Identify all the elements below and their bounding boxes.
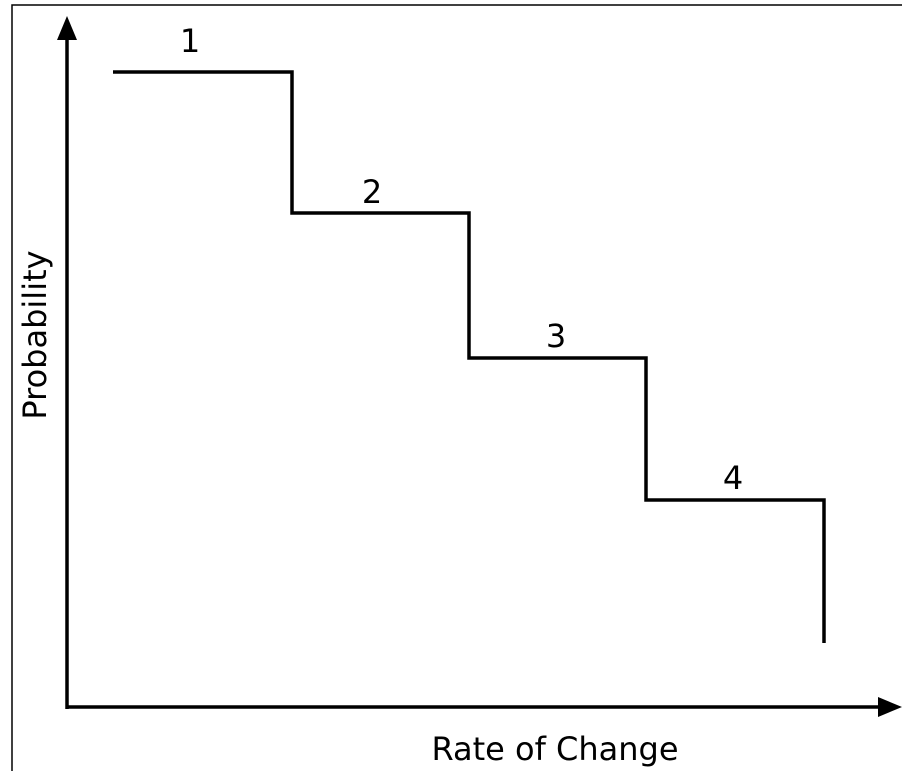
step-label: 4	[723, 459, 743, 497]
step-line	[113, 70, 826, 643]
x-axis-arrow	[878, 697, 902, 717]
step-label: 1	[180, 22, 200, 60]
x-axis-label: Rate of Change	[431, 730, 678, 768]
y-axis-arrow	[57, 16, 77, 40]
frame	[11, 4, 902, 771]
step-label: 3	[546, 317, 566, 355]
y-axis-label: Probability	[16, 250, 54, 419]
step-label: 2	[362, 173, 382, 211]
